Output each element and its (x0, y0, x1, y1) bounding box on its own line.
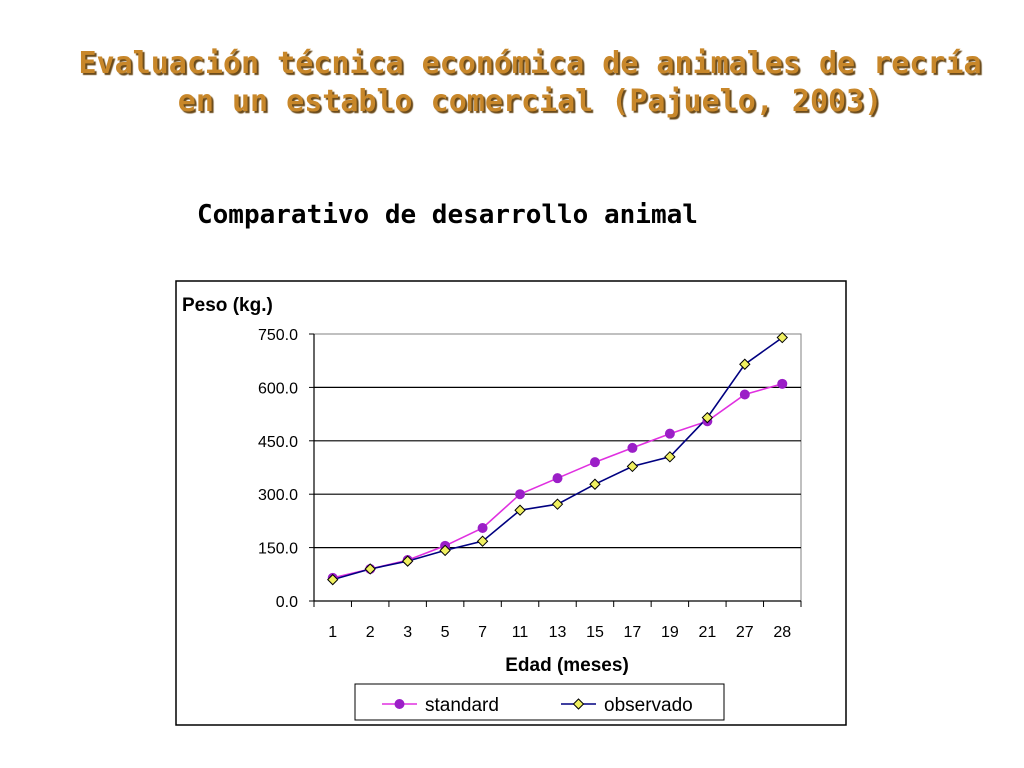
data-point-observado (327, 573, 339, 586)
data-point-observado (739, 358, 751, 370)
legend: standard observado (354, 683, 725, 721)
data-point-standard (589, 457, 600, 468)
data-point-standard (777, 378, 788, 389)
legend-items: standard observado (382, 695, 693, 716)
data-point-observado (701, 411, 714, 424)
data-point-observado (364, 563, 376, 575)
legend-label-standard: standard (425, 695, 499, 716)
data-point-standard (552, 473, 563, 484)
y-axis-title: Peso (kg.) (182, 295, 273, 316)
axes (309, 333, 802, 607)
x-tick-label: 27 (736, 624, 754, 641)
x-tick-label: 19 (661, 624, 679, 641)
x-tick-label: 7 (478, 624, 487, 641)
y-tick-label: 300.0 (258, 487, 298, 504)
series-lines (327, 331, 788, 586)
data-point-observado (626, 460, 639, 473)
y-tick-label: 750.0 (258, 327, 298, 344)
x-tick-label: 21 (698, 624, 716, 641)
data-point-observado (401, 555, 414, 567)
data-point-standard (477, 523, 488, 534)
slide-subtitle: Comparativo de desarrollo animal (197, 200, 698, 230)
slide-title-line1: Evaluación técnica económica de animales… (78, 46, 982, 81)
y-tick-label: 150.0 (258, 541, 298, 558)
x-tick-label: 3 (403, 624, 412, 641)
data-point-observado (514, 504, 526, 516)
y-tick-label: 600.0 (258, 380, 298, 397)
y-tick-label: 0.0 (276, 594, 298, 611)
data-point-standard (627, 442, 638, 453)
x-tick-label: 11 (512, 624, 529, 641)
data-point-standard (664, 428, 675, 439)
y-tick-label: 450.0 (258, 434, 298, 451)
axis-labels: Peso (kg.) Edad (meses) 0.0 150.0 300.0 450… (182, 295, 791, 676)
x-tick-label: 1 (328, 624, 337, 641)
x-axis-title: Edad (meses) (505, 655, 629, 676)
x-tick-label: 28 (773, 624, 791, 641)
legend-box (354, 683, 725, 721)
data-point-observado (664, 451, 676, 463)
x-tick-label: 2 (366, 624, 375, 641)
x-tick-label: 5 (441, 624, 450, 641)
legend-label-observado: observado (604, 695, 693, 716)
x-tick-label: 17 (624, 624, 642, 641)
data-point-observado (589, 478, 601, 490)
data-point-observado (476, 535, 489, 547)
x-tick-label: 15 (586, 624, 604, 641)
legend-marker-observado (572, 698, 585, 710)
slide-title: Evaluación técnica económica de animales… (0, 45, 1024, 121)
data-point-standard (739, 389, 750, 400)
legend-marker-standard (394, 699, 405, 709)
data-point-observado (439, 544, 451, 557)
x-tick-label: 13 (549, 624, 567, 641)
slide-title-line2: en un establo comercial (Pajuelo, 2003) (177, 84, 883, 119)
data-point-observado (551, 498, 564, 510)
grid-lines (314, 386, 801, 549)
data-point-observado (776, 331, 788, 344)
data-point-standard (515, 489, 526, 500)
plot-area (313, 333, 802, 602)
